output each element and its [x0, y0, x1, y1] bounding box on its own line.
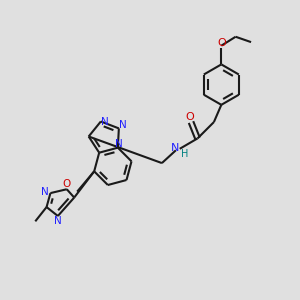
Text: H: H: [182, 149, 189, 159]
Text: N: N: [116, 139, 123, 148]
Text: N: N: [54, 216, 62, 226]
Text: N: N: [118, 120, 126, 130]
Text: O: O: [63, 179, 71, 189]
Text: O: O: [217, 38, 226, 48]
Text: N: N: [101, 117, 109, 127]
Text: N: N: [41, 187, 49, 196]
Text: O: O: [185, 112, 194, 122]
Text: N: N: [171, 143, 179, 153]
